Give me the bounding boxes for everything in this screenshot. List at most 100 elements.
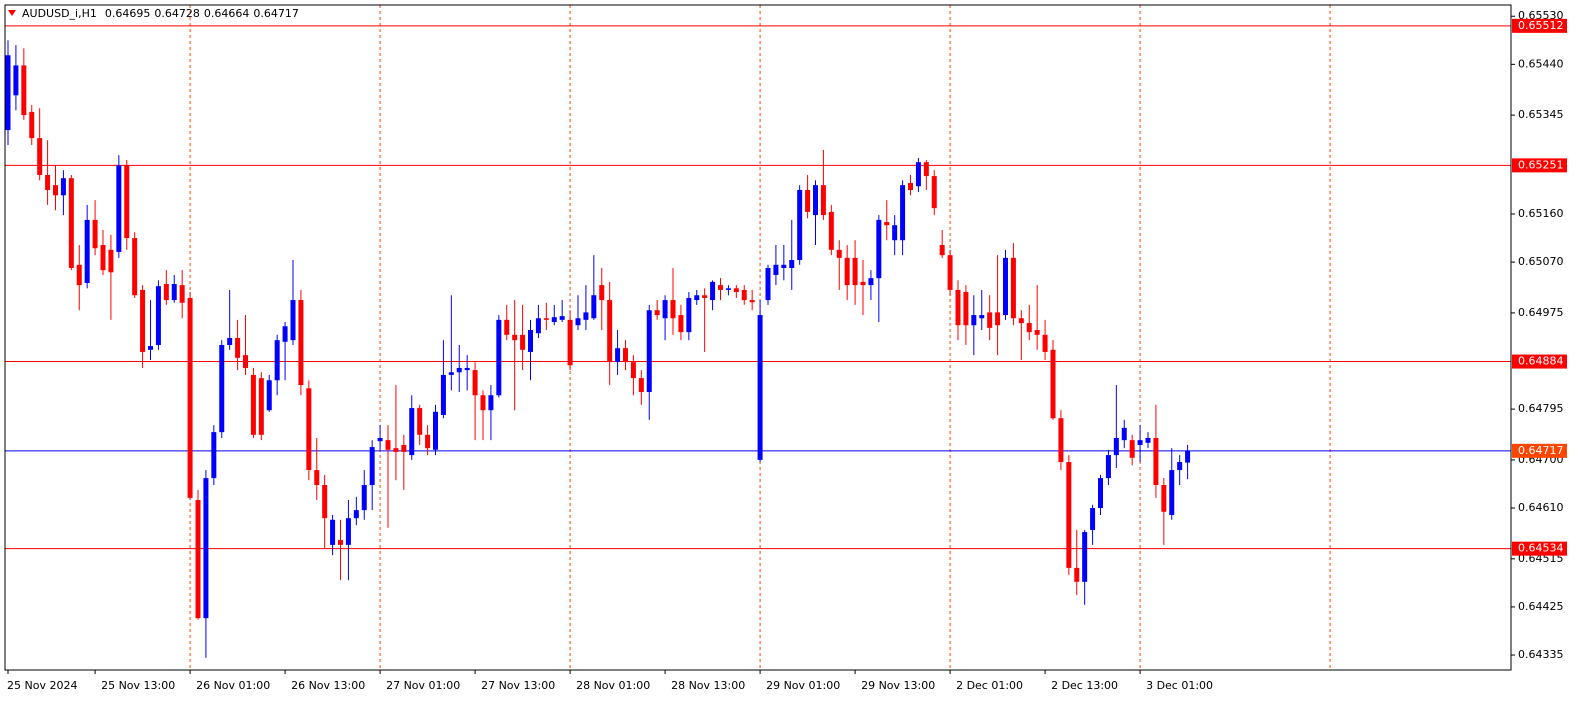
candle-body [1153,437,1159,486]
candle-body [100,245,106,271]
candle-body [686,297,692,333]
candle-body [995,312,1001,326]
candle-body [480,395,486,411]
candle-body [955,289,961,326]
candle-body [306,388,312,471]
y-tick-label: 0.65345 [1518,108,1564,121]
candle-body [472,370,478,396]
candle-body [828,211,834,250]
candle-body [797,189,803,260]
candle-body [670,300,676,319]
candle-body [805,189,811,212]
x-tick-label: 28 Nov 01:00 [576,679,650,692]
candle-body [417,408,423,435]
price-line-label: 0.65512 [1518,19,1564,32]
y-tick-label: 0.65070 [1518,255,1564,268]
candle-body [971,315,977,326]
candle-body [132,238,138,296]
candle-body [535,318,541,334]
x-tick-label: 3 Dec 01:00 [1146,679,1213,692]
candle-body [322,485,328,519]
candle-body [868,278,874,286]
candle-body [733,288,739,293]
candle-body [773,264,779,275]
header-low: 0.64664 [204,7,250,20]
y-tick-label: 0.65160 [1518,207,1564,220]
candle-body [353,510,359,519]
y-tick-label: 0.64795 [1518,402,1564,415]
y-tick-label: 0.65440 [1518,57,1564,70]
candle-body [76,264,82,286]
candle-body [219,344,225,433]
price-line-label: 0.64534 [1518,542,1564,555]
candle-body [227,338,233,345]
candle-body [60,178,66,196]
candle-body [1018,318,1024,324]
candle-body [599,285,605,301]
candle-body [124,165,130,239]
candle-body [591,295,597,319]
candle-body [1145,437,1151,443]
candle-body [456,367,462,373]
candle-body [488,395,494,411]
candle-body [243,355,248,368]
candle-body [1105,455,1111,479]
price-line-label-bg [1512,443,1567,458]
candle-body [1074,567,1080,582]
candle-body [108,249,114,273]
candle-body [749,300,755,303]
candle-body [53,185,58,196]
candle-body [987,312,993,328]
candle-body [662,300,668,319]
candle-body [528,330,533,352]
header-open: 0.64695 [105,7,151,20]
candle-body [520,334,526,350]
header-high: 0.64728 [154,7,200,20]
candle-body [155,286,161,345]
price-line-label-bg [1512,354,1567,369]
candle-body [361,485,367,511]
candle-body [551,317,557,322]
x-tick-label: 29 Nov 13:00 [861,679,935,692]
x-tick-label: 26 Nov 01:00 [196,679,270,692]
candle-body [923,162,929,177]
candle-body [908,183,913,190]
candle-body [1177,462,1183,471]
candle-body [615,348,621,363]
candle-body [1113,437,1119,456]
candle-body [710,281,716,301]
candle-body [393,448,399,452]
price-line-label: 0.64717 [1518,444,1564,457]
candle-body [116,165,122,252]
collapse-icon[interactable] [8,10,16,16]
x-tick-label: 27 Nov 01:00 [386,679,460,692]
candle-body [1058,418,1064,463]
candle-body [13,65,19,96]
candle-body [836,249,842,258]
x-tick-label: 26 Nov 13:00 [291,679,365,692]
x-tick-label: 25 Nov 2024 [7,679,77,692]
candle-body [915,162,921,187]
candle-body [725,288,731,290]
candle-body [781,264,787,269]
candle-body [1066,462,1072,568]
candle-body [512,334,518,341]
candle-body [1042,334,1048,352]
candle-body [314,470,320,486]
candle-body [757,315,763,460]
candle-body [433,411,438,450]
candle-body [345,518,351,545]
y-tick-label: 0.64610 [1518,501,1564,514]
candle-body [45,174,51,190]
candle-body [1034,330,1040,335]
candle-body [179,285,185,303]
candle-body [543,318,549,320]
candle-body [425,434,431,449]
candle-body [702,295,708,298]
candle-body [1129,440,1135,458]
candle-body [92,219,98,249]
candle-body [369,447,375,486]
chart-header: AUDUSD_i,H1 0.64695 0.64728 0.64664 0.64717 [22,7,299,20]
